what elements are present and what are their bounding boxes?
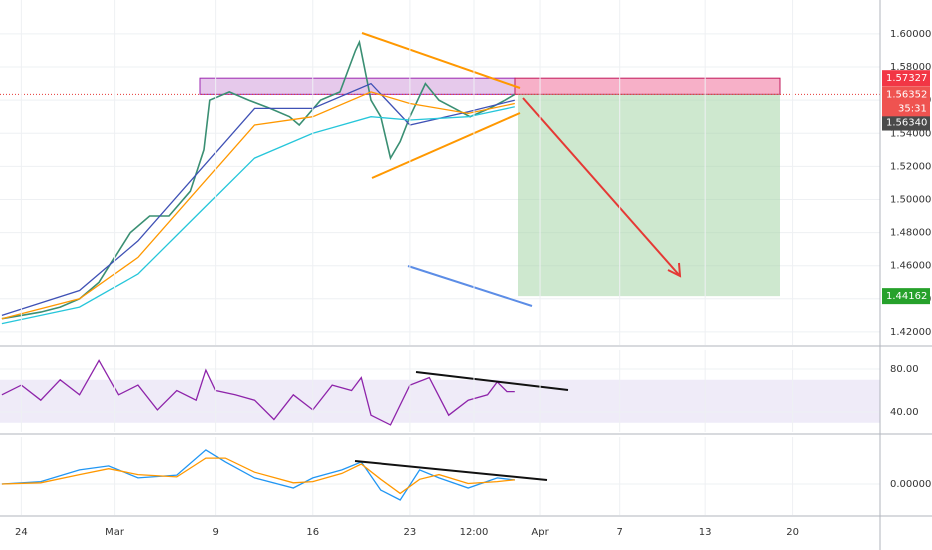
countdown: 35:31 xyxy=(898,103,927,114)
series-line xyxy=(1,91,515,320)
volume-trend xyxy=(407,265,533,307)
macd-trend xyxy=(354,460,548,481)
y-tick-label: 0.00000 xyxy=(890,479,931,490)
x-tick-label: Mar xyxy=(105,527,125,538)
y-tick-label: 1.54000 xyxy=(890,128,931,139)
x-tick-label: Apr xyxy=(531,527,549,538)
y-tick-label: 1.52000 xyxy=(890,161,931,172)
y-tick-label: 1.50000 xyxy=(890,194,931,205)
arrow-head xyxy=(667,262,682,278)
price-label: 1.56352 xyxy=(886,89,927,100)
price-label: 1.56340 xyxy=(886,118,927,129)
x-tick-label: 20 xyxy=(786,527,799,538)
x-tick-label: 23 xyxy=(404,527,417,538)
y-tick-label: 40.00 xyxy=(890,407,919,418)
resistance-zone xyxy=(199,77,516,95)
x-tick-label: 24 xyxy=(15,527,28,538)
series-line xyxy=(1,39,516,320)
rsi-band xyxy=(0,379,880,423)
triangle-upper xyxy=(361,32,521,89)
price-label-box xyxy=(882,114,930,131)
y-tick-label: 1.60000 xyxy=(890,29,931,40)
y-tick-label: 1.42000 xyxy=(890,327,931,338)
price-label-box xyxy=(882,70,930,87)
x-tick-label: 9 xyxy=(212,527,218,538)
y-tick-label: 80.00 xyxy=(890,364,919,375)
x-tick-label: 7 xyxy=(617,527,623,538)
stop-zone xyxy=(514,77,781,95)
series-line xyxy=(1,359,515,426)
triangle-lower xyxy=(371,112,521,179)
price-label: 1.44162 xyxy=(886,291,927,302)
series-line xyxy=(1,457,515,495)
y-tick-label: 1.46000 xyxy=(890,261,931,272)
y-tick-label: 1.48000 xyxy=(890,228,931,239)
y-tick-label: 1.58000 xyxy=(890,62,931,73)
rsi-trend xyxy=(415,371,569,391)
price-label: 1.57327 xyxy=(886,73,927,84)
x-tick-label: 12:00 xyxy=(460,527,489,538)
price-label-box xyxy=(882,86,930,103)
countdown-box xyxy=(882,100,930,117)
target-zone xyxy=(518,94,780,297)
series-line xyxy=(1,449,515,501)
x-tick-label: 16 xyxy=(306,527,319,538)
arrow-shaft xyxy=(522,97,681,277)
x-tick-label: 13 xyxy=(699,527,712,538)
price-label-box xyxy=(882,288,930,305)
series-line xyxy=(1,106,515,325)
